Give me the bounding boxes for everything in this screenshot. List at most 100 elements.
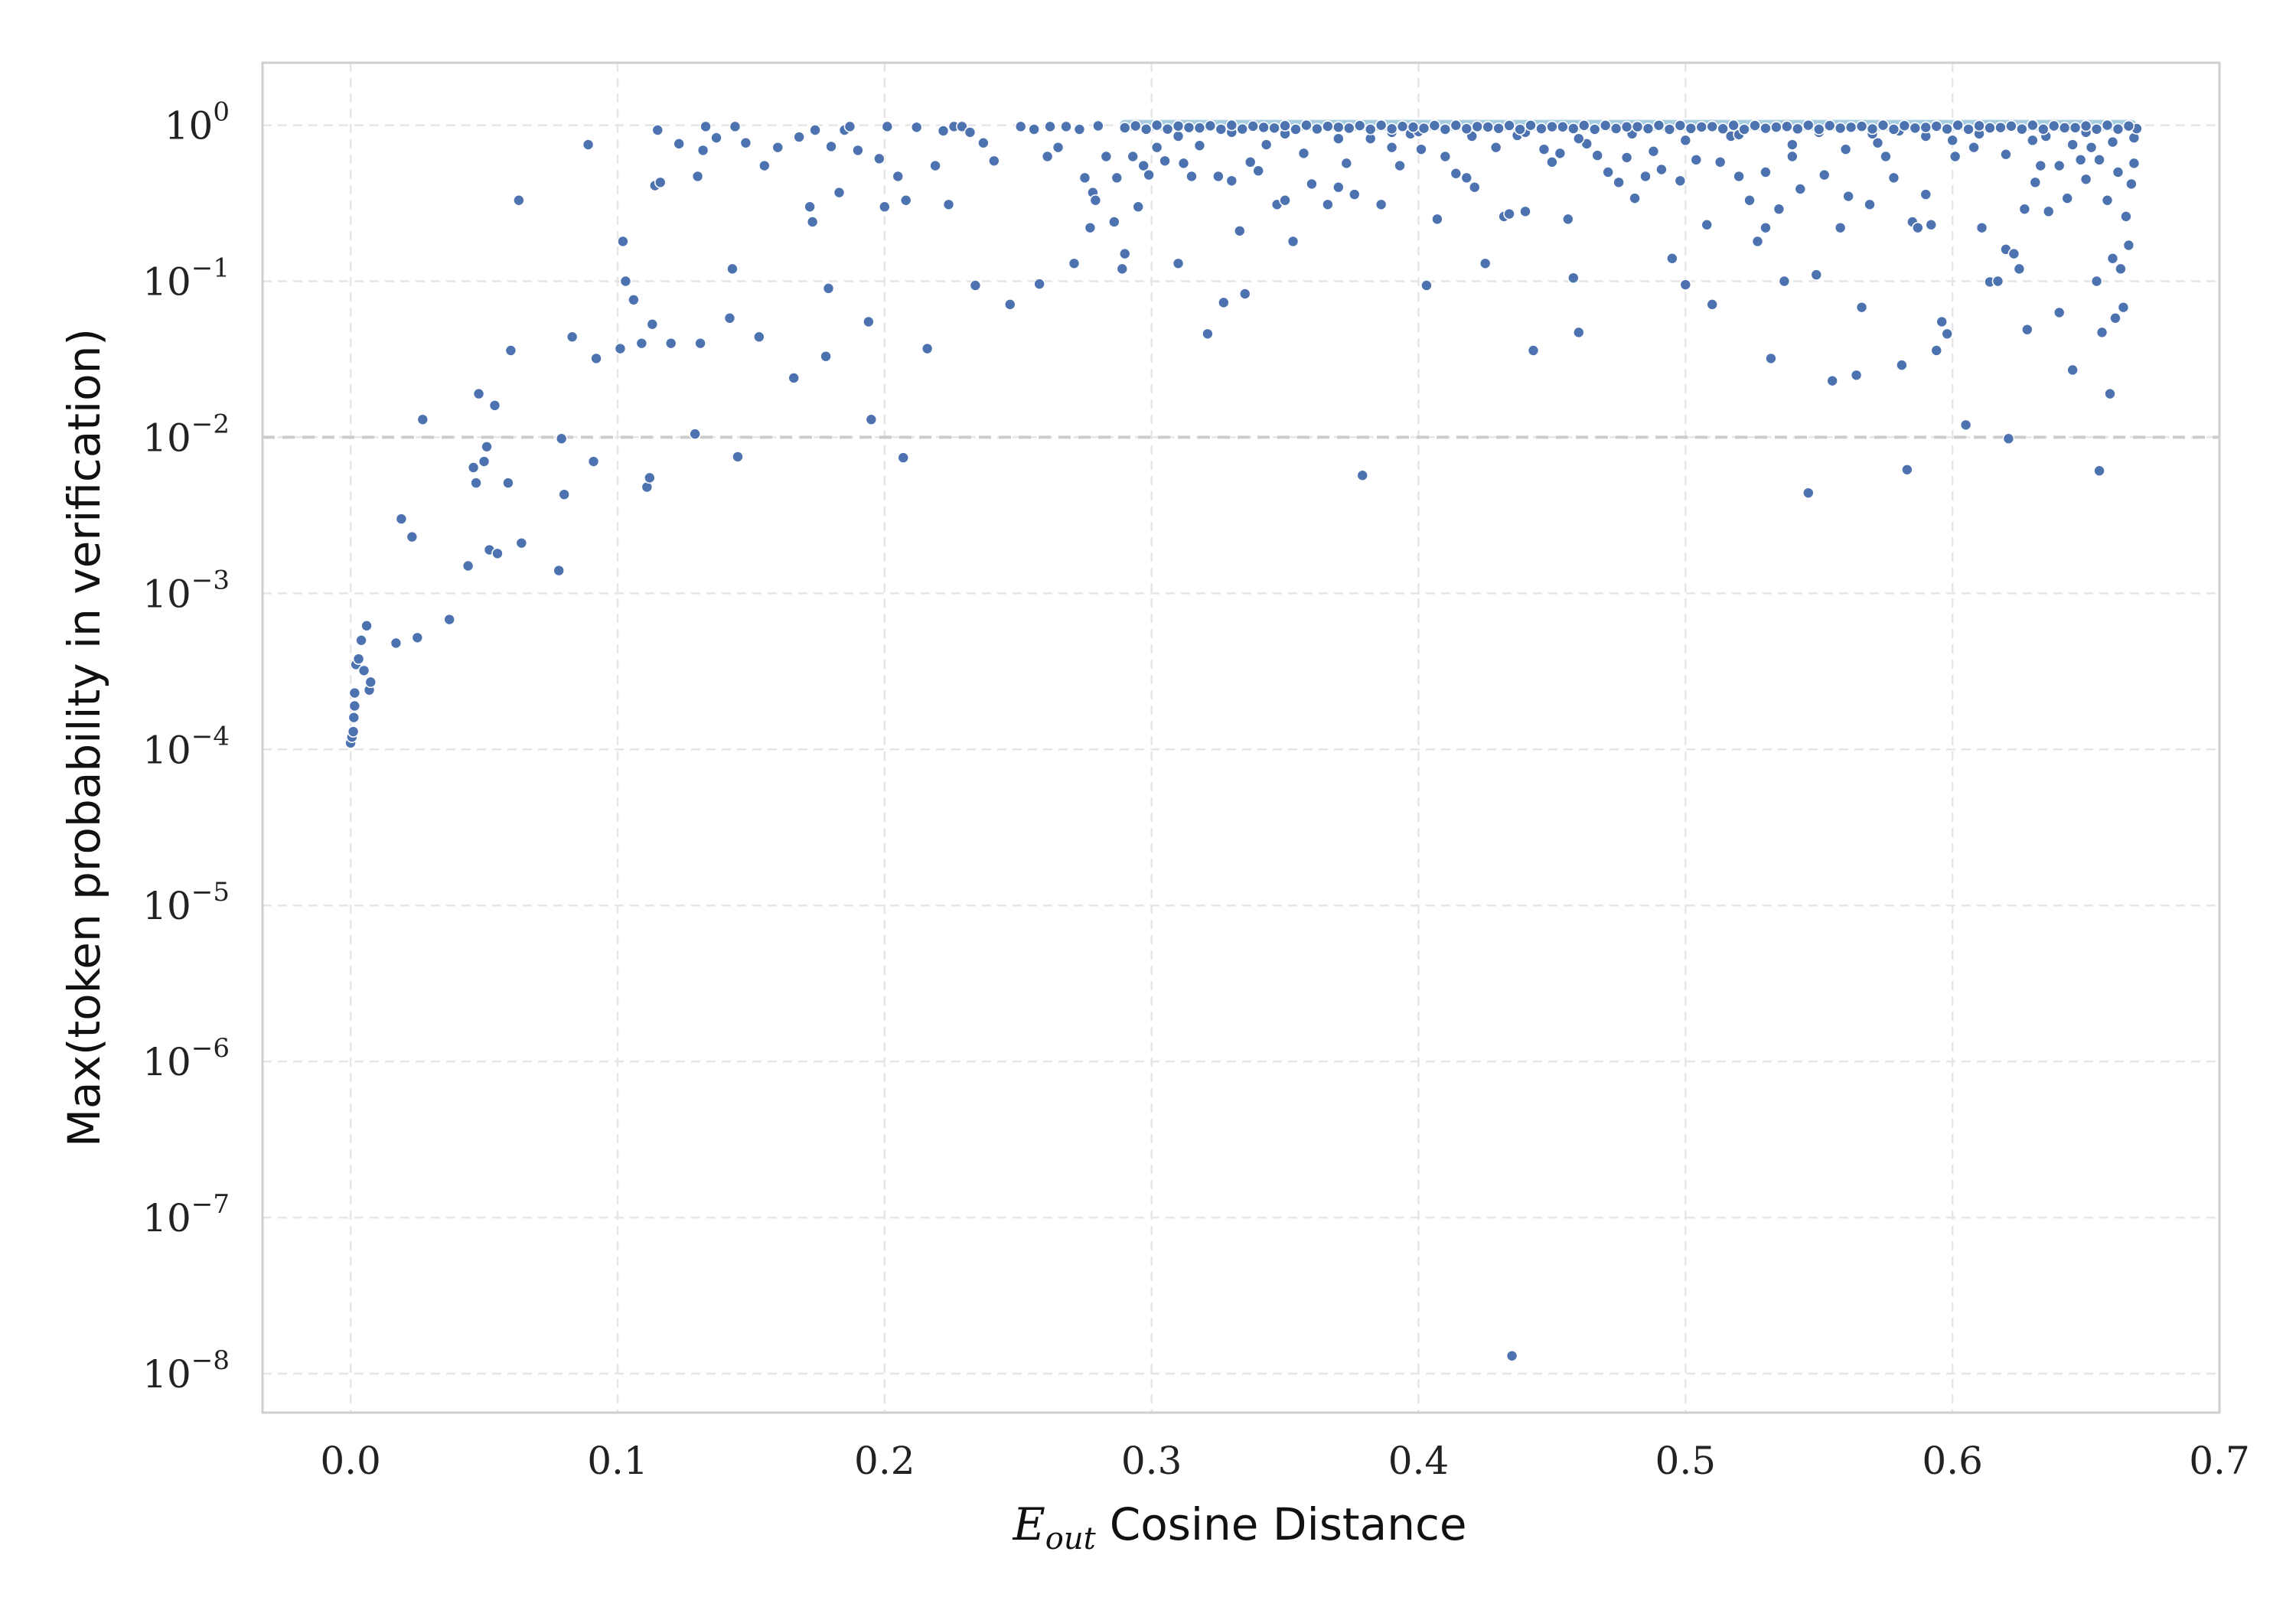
data-point	[1118, 122, 1131, 134]
data-point	[472, 387, 485, 400]
data-point	[1332, 132, 1345, 145]
data-point	[1802, 119, 1815, 132]
data-point	[355, 634, 367, 647]
data-point	[406, 530, 419, 543]
data-point	[1786, 150, 1799, 163]
data-point	[2069, 122, 2082, 134]
data-point	[1439, 123, 1452, 135]
data-point	[1385, 122, 1398, 135]
data-point	[1839, 143, 1852, 155]
data-point	[1143, 168, 1155, 181]
x-tick-label: 0.7	[2189, 1439, 2250, 1483]
data-point	[1084, 221, 1097, 234]
data-point	[1202, 328, 1214, 341]
data-point	[1279, 194, 1291, 207]
data-point	[2117, 301, 2130, 314]
data-point	[2061, 192, 2073, 204]
data-point	[1244, 156, 1257, 168]
data-point	[2112, 166, 2125, 178]
data-point	[1468, 181, 1481, 194]
data-point	[1044, 120, 1056, 133]
data-point	[2007, 247, 2020, 260]
data-point	[2079, 173, 2092, 186]
data-point	[1297, 147, 1310, 160]
data-point	[1193, 122, 1206, 134]
data-point	[566, 331, 579, 344]
data-point	[806, 216, 819, 228]
data-point	[2027, 134, 2039, 147]
data-point	[1855, 301, 1868, 314]
data-point	[2053, 159, 2066, 172]
data-point	[1866, 122, 1879, 135]
data-point	[1991, 275, 2004, 288]
data-point	[347, 725, 360, 738]
data-point	[2018, 203, 2031, 216]
data-point	[1450, 167, 1463, 180]
data-points	[344, 119, 2143, 1362]
data-point	[1778, 275, 1791, 288]
data-point	[878, 200, 891, 214]
data-point	[1415, 143, 1427, 155]
plot-frame	[261, 61, 2221, 1414]
x-tick-label: 0.6	[1922, 1439, 1983, 1483]
data-point	[1218, 296, 1230, 309]
x-tick-label: 0.5	[1655, 1439, 1717, 1483]
data-point	[1855, 120, 1868, 132]
data-point	[1375, 119, 1388, 132]
data-point	[1353, 119, 1366, 132]
data-point	[1925, 218, 1938, 231]
data-point	[1901, 463, 1913, 476]
data-point	[1546, 120, 1558, 133]
data-point	[1909, 122, 1922, 135]
data-point	[758, 159, 771, 172]
data-point	[488, 399, 501, 412]
data-point	[461, 559, 475, 572]
data-point	[1620, 120, 1633, 133]
data-point	[1834, 122, 1847, 135]
data-point	[1110, 171, 1124, 184]
data-point	[1765, 352, 1777, 365]
grid-lines	[263, 63, 2221, 1413]
data-point	[1631, 120, 1644, 133]
data-point	[739, 136, 752, 149]
data-point	[809, 124, 821, 136]
data-point	[1489, 141, 1502, 154]
data-point	[843, 120, 856, 133]
data-point	[1749, 119, 1761, 132]
data-point	[1460, 171, 1473, 184]
data-point	[1396, 120, 1409, 133]
data-point	[1919, 188, 1932, 200]
data-point	[1340, 157, 1353, 170]
data-point	[1068, 257, 1081, 270]
data-point	[1450, 119, 1463, 132]
y-tick-label: 10−2	[142, 409, 230, 460]
data-point	[590, 352, 602, 365]
data-point	[1375, 198, 1388, 211]
data-point	[2093, 464, 2105, 478]
data-point	[513, 194, 525, 207]
data-point	[1089, 194, 1102, 207]
data-point	[2053, 306, 2066, 319]
data-point	[2101, 119, 2114, 132]
data-point	[1431, 213, 1443, 226]
data-point	[1385, 141, 1398, 154]
data-point	[2058, 122, 2071, 134]
data-point	[2027, 119, 2039, 132]
data-point	[1182, 121, 1195, 134]
data-point	[1887, 171, 1900, 184]
data-point	[1137, 159, 1150, 172]
data-point	[1322, 198, 1334, 211]
data-point	[691, 170, 704, 183]
data-point	[873, 152, 885, 165]
y-tick-labels: 100 10−1 10−2 10−3 10−4 10−5 10−6 10−7 10−8	[142, 97, 230, 1397]
data-point	[1172, 130, 1185, 142]
data-point	[1679, 134, 1692, 147]
data-point	[732, 451, 744, 463]
data-point	[1204, 119, 1217, 132]
data-point	[1092, 119, 1104, 132]
data-point	[1003, 298, 1016, 311]
data-point	[910, 121, 923, 134]
x-tick-label: 0.3	[1121, 1439, 1182, 1483]
data-point	[646, 318, 659, 331]
data-point	[1706, 298, 1719, 311]
